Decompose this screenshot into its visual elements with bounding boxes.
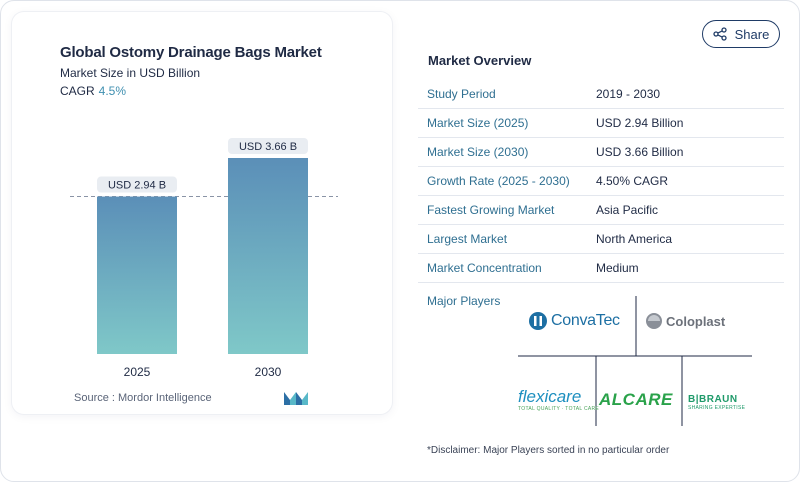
cagr-line: CAGR 4.5%	[60, 84, 126, 98]
overview-table: Study Period 2019 - 2030 Market Size (202…	[418, 80, 784, 283]
coloplast-logo: Coloplast	[645, 312, 725, 330]
coloplast-mark-icon	[646, 313, 662, 329]
convatec-mark-icon	[529, 312, 547, 330]
share-label: Share	[734, 26, 770, 42]
flexicare-tagline: TOTAL QUALITY · TOTAL CARE	[518, 406, 600, 412]
overview-row-fastest-growing: Fastest Growing Market Asia Pacific	[418, 196, 784, 225]
overview-row-study-period: Study Period 2019 - 2030	[418, 80, 784, 109]
overview-row-largest-market: Largest Market North America	[418, 225, 784, 254]
data-label-bg-2025	[97, 176, 177, 193]
share-icon	[712, 27, 727, 41]
row-label: Market Size (2025)	[427, 116, 529, 130]
coloplast-wordmark: Coloplast	[666, 313, 726, 329]
data-label-bg-2030	[228, 138, 308, 154]
alcare-logo: ALCARE	[599, 390, 673, 410]
flexicare-logo: flexicare TOTAL QUALITY · TOTAL CARE	[518, 387, 600, 413]
source-note: Source : Mordor Intelligence	[74, 392, 212, 404]
category-label-2030: 2030	[255, 365, 282, 379]
convatec-wordmark: ConvaTec	[551, 312, 620, 329]
bbraun-logo: B|BRAUN SHARING EXPERTISE	[688, 394, 745, 411]
chart-subtitle: Market Size in USD Billion	[60, 66, 201, 80]
row-value: Asia Pacific	[596, 203, 659, 217]
convatec-logo: ConvaTec	[528, 311, 620, 331]
cagr-label: CAGR	[60, 84, 95, 98]
row-value: USD 2.94 Billion	[596, 116, 684, 130]
bar-chart: USD 2.94 B 2025 USD 3.66 B 2030	[70, 138, 338, 379]
overview-row-market-size-2030: Market Size (2030) USD 3.66 Billion	[418, 138, 784, 167]
row-label: Market Concentration	[427, 261, 542, 275]
data-label-2030: USD 3.66 B	[239, 141, 297, 153]
overview-title: Market Overview	[428, 53, 532, 68]
row-label: Largest Market	[427, 232, 508, 246]
row-label: Growth Rate (2025 - 2030)	[427, 174, 570, 188]
row-value: 2019 - 2030	[596, 87, 661, 101]
row-value: Medium	[596, 261, 639, 275]
share-button[interactable]: Share	[702, 20, 780, 48]
cagr-value: 4.5%	[98, 84, 127, 98]
bbraun-tagline: SHARING EXPERTISE	[688, 405, 746, 411]
row-value: 4.50% CAGR	[596, 174, 669, 188]
row-label: Study Period	[427, 87, 496, 101]
row-value: North America	[596, 232, 673, 246]
overview-row-market-size-2025: Market Size (2025) USD 2.94 Billion	[418, 109, 784, 138]
alcare-wordmark: ALCARE	[599, 390, 673, 409]
row-label: Market Size (2030)	[427, 145, 529, 159]
bar-2025	[97, 196, 177, 354]
overview-row-concentration: Market Concentration Medium	[418, 254, 784, 283]
chart-card	[12, 12, 392, 414]
row-label: Fastest Growing Market	[427, 203, 555, 217]
overview-row-growth-rate: Growth Rate (2025 - 2030) 4.50% CAGR	[418, 167, 784, 196]
players-grid-lines	[518, 296, 752, 426]
chart-title: Global Ostomy Drainage Bags Market	[60, 44, 322, 61]
row-value: USD 3.66 Billion	[596, 145, 684, 159]
mordor-intelligence-logo	[284, 392, 308, 405]
disclaimer: *Disclaimer: Major Players sorted in no …	[427, 445, 670, 456]
bar-2030	[228, 158, 308, 354]
bbraun-wordmark: B|BRAUN	[688, 394, 738, 405]
major-players-label: Major Players	[427, 294, 501, 308]
flexicare-wordmark: flexicare	[518, 387, 582, 406]
category-label-2025: 2025	[124, 365, 151, 379]
data-label-2025: USD 2.94 B	[108, 180, 166, 192]
